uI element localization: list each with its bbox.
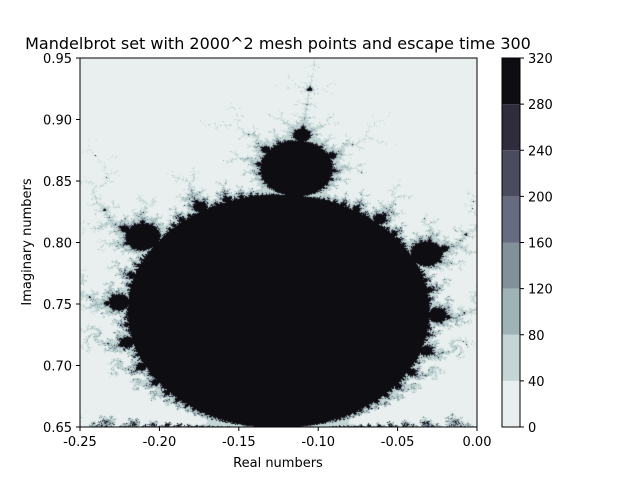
x-tick-label: -0.10 <box>301 435 335 450</box>
y-tick-label: 0.95 <box>43 52 72 67</box>
x-tick-label: -0.15 <box>222 435 256 450</box>
y-tick-label: 0.75 <box>43 298 72 313</box>
y-axis-label: Imaginary numbers <box>20 178 35 305</box>
chart-title: Mandelbrot set with 2000^2 mesh points a… <box>25 34 531 53</box>
colorbar-band <box>502 150 520 197</box>
colorbar-band <box>502 58 520 105</box>
x-axis: -0.25 -0.20 -0.15 -0.10 -0.05 0.00 <box>63 427 491 450</box>
x-tick-label: -0.25 <box>63 435 97 450</box>
x-tick-label: 0.00 <box>463 435 492 450</box>
y-tick-label: 0.90 <box>43 114 72 129</box>
y-tick-label: 0.85 <box>43 175 72 190</box>
y-tick-label: 0.80 <box>43 237 72 252</box>
colorbar-band <box>502 196 520 243</box>
y-tick-label: 0.70 <box>43 360 72 375</box>
colorbar-tick-label: 120 <box>528 283 553 298</box>
colorbar-band <box>502 242 520 289</box>
colorbar-band <box>502 288 520 335</box>
colorbar-tick-label: 160 <box>528 237 553 252</box>
x-tick-label: -0.05 <box>381 435 415 450</box>
colorbar-band <box>502 380 520 427</box>
colorbar-tick-label: 80 <box>528 329 545 344</box>
colorbar-band <box>502 334 520 381</box>
colorbar-band <box>502 104 520 151</box>
plot-area <box>79 57 478 428</box>
colorbar: 0 40 80 120 160 200 240 280 320 <box>501 52 553 436</box>
colorbar-tick-label: 320 <box>528 52 553 67</box>
colorbar-tick-label: 240 <box>528 144 553 159</box>
y-axis: 0.65 0.70 0.75 0.80 0.85 0.90 0.95 <box>43 52 80 436</box>
x-axis-label: Real numbers <box>233 456 323 471</box>
x-tick-label: -0.20 <box>143 435 177 450</box>
colorbar-tick-label: 280 <box>528 98 553 113</box>
colorbar-tick-label: 200 <box>528 190 553 205</box>
heatmap-image <box>80 58 477 427</box>
colorbar-tick-label: 0 <box>528 421 536 436</box>
y-tick-label: 0.65 <box>43 421 72 436</box>
colorbar-tick-label: 40 <box>528 375 545 390</box>
